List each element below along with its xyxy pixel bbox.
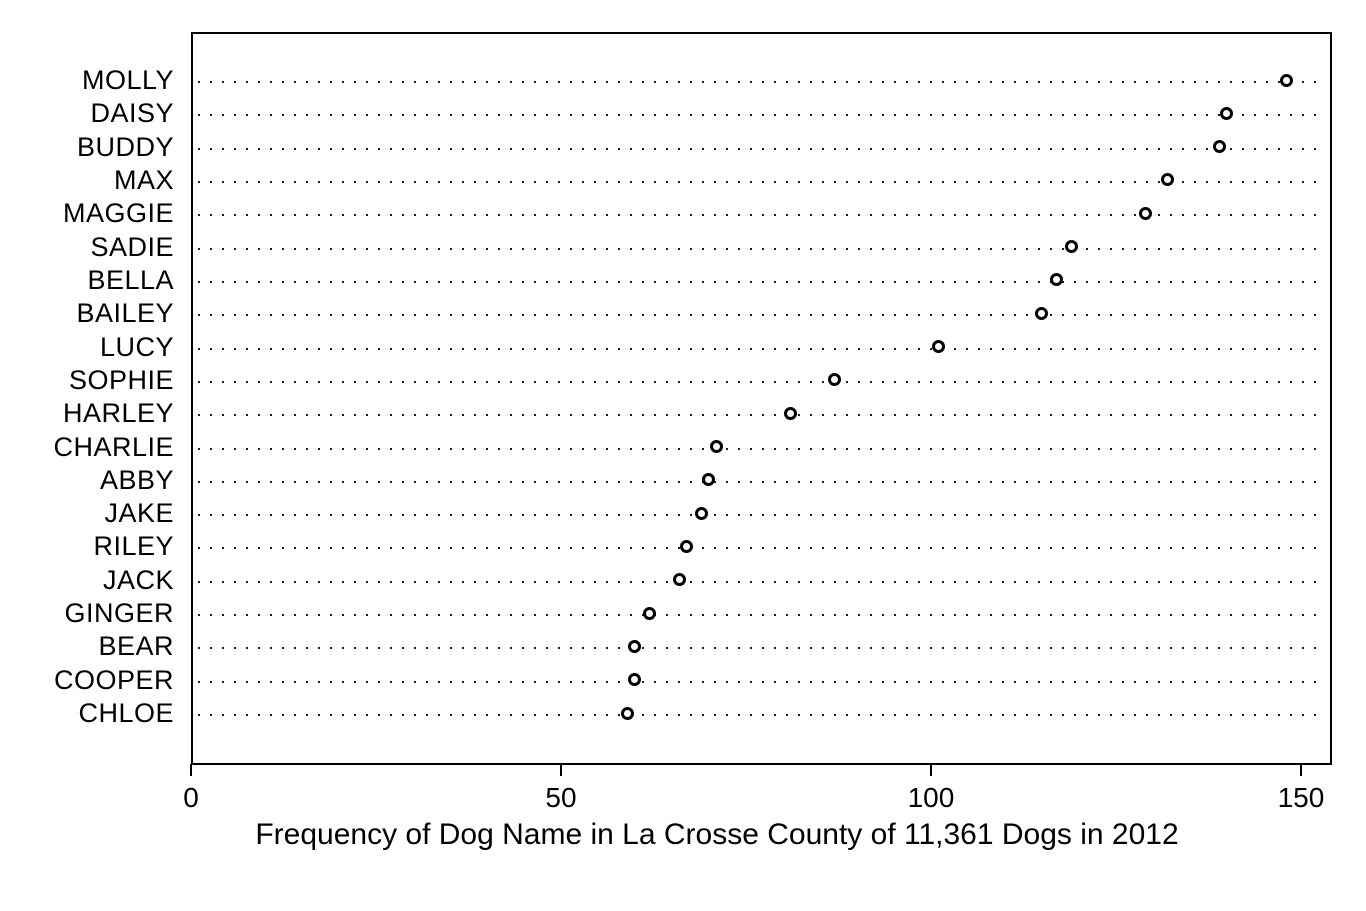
x-axis-title: Frequency of Dog Name in La Crosse Count… (255, 818, 1179, 851)
data-point-marker (783, 406, 797, 420)
row-leader-line (198, 680, 1325, 683)
row-leader-line (198, 580, 1325, 583)
x-axis-tick-label: 50 (545, 782, 577, 813)
row-leader-line (198, 180, 1325, 183)
y-axis-label: BAILEY (76, 298, 174, 329)
x-axis-tick-mark (559, 764, 562, 776)
row-leader-line (198, 247, 1325, 250)
data-point-marker (1220, 106, 1234, 120)
row-leader-line (198, 81, 1325, 83)
y-axis-label: HARLEY (62, 398, 174, 429)
y-axis-label: GINGER (64, 598, 174, 629)
row-leader-line (198, 547, 1325, 550)
data-point-marker (643, 606, 657, 620)
row-leader-line (198, 714, 1325, 717)
y-axis-label: LUCY (99, 331, 174, 362)
y-axis-label: MAX (113, 164, 174, 195)
data-point-marker (828, 373, 842, 387)
row-leader-line (198, 614, 1325, 617)
y-axis-label: SADIE (90, 231, 174, 262)
y-axis-label: BELLA (87, 264, 174, 295)
data-point-marker (1065, 240, 1079, 254)
data-point-marker (621, 706, 635, 720)
y-axis-label: RILEY (93, 531, 174, 562)
data-point-marker (709, 440, 723, 454)
y-axis-label: BEAR (98, 631, 174, 662)
data-point-marker (628, 639, 642, 653)
plot-area (191, 32, 1332, 765)
data-point-marker (1161, 173, 1175, 187)
y-axis-label: ABBY (99, 464, 174, 495)
row-leader-line (198, 147, 1325, 150)
y-axis-label: CHARLIE (53, 431, 174, 462)
x-axis-tick-mark (190, 764, 192, 776)
x-axis-tick-mark (1299, 764, 1302, 776)
data-point-marker (1279, 73, 1293, 87)
data-point-marker (672, 573, 686, 587)
y-axis-label: MOLLY (81, 65, 174, 95)
data-point-marker (695, 506, 709, 520)
row-leader-line (198, 414, 1325, 417)
row-leader-line (198, 314, 1325, 317)
data-point-marker (1050, 273, 1064, 287)
y-axis-label: SOPHIE (68, 364, 174, 395)
row-leader-line (198, 514, 1325, 517)
data-point-marker (1139, 206, 1153, 220)
row-leader-line (198, 347, 1325, 350)
y-axis-label: BUDDY (76, 131, 174, 162)
x-axis-tick-label: 0 (183, 782, 199, 813)
data-point-marker (702, 473, 716, 487)
data-point-marker (1035, 306, 1049, 320)
row-leader-line (198, 647, 1325, 650)
data-point-marker (680, 539, 694, 553)
data-point-marker (931, 340, 945, 354)
y-axis-label: DAISY (90, 98, 174, 129)
row-leader-line (198, 214, 1325, 217)
data-point-marker (1213, 140, 1227, 154)
x-axis-tick-label: 100 (907, 782, 955, 813)
y-axis-label: COOPER (53, 664, 174, 695)
y-axis-label: JAKE (104, 498, 174, 529)
data-point-marker (628, 673, 642, 687)
y-axis-label: CHLOE (78, 698, 174, 729)
row-leader-line (198, 380, 1325, 383)
x-axis-tick-mark (929, 764, 932, 776)
y-axis-label: MAGGIE (62, 198, 174, 229)
row-leader-line (198, 447, 1325, 450)
row-leader-line (198, 114, 1325, 117)
row-leader-line (198, 280, 1325, 283)
x-axis-tick-label: 150 (1277, 782, 1325, 813)
row-leader-line (198, 480, 1325, 483)
y-axis-label: JACK (102, 564, 174, 595)
